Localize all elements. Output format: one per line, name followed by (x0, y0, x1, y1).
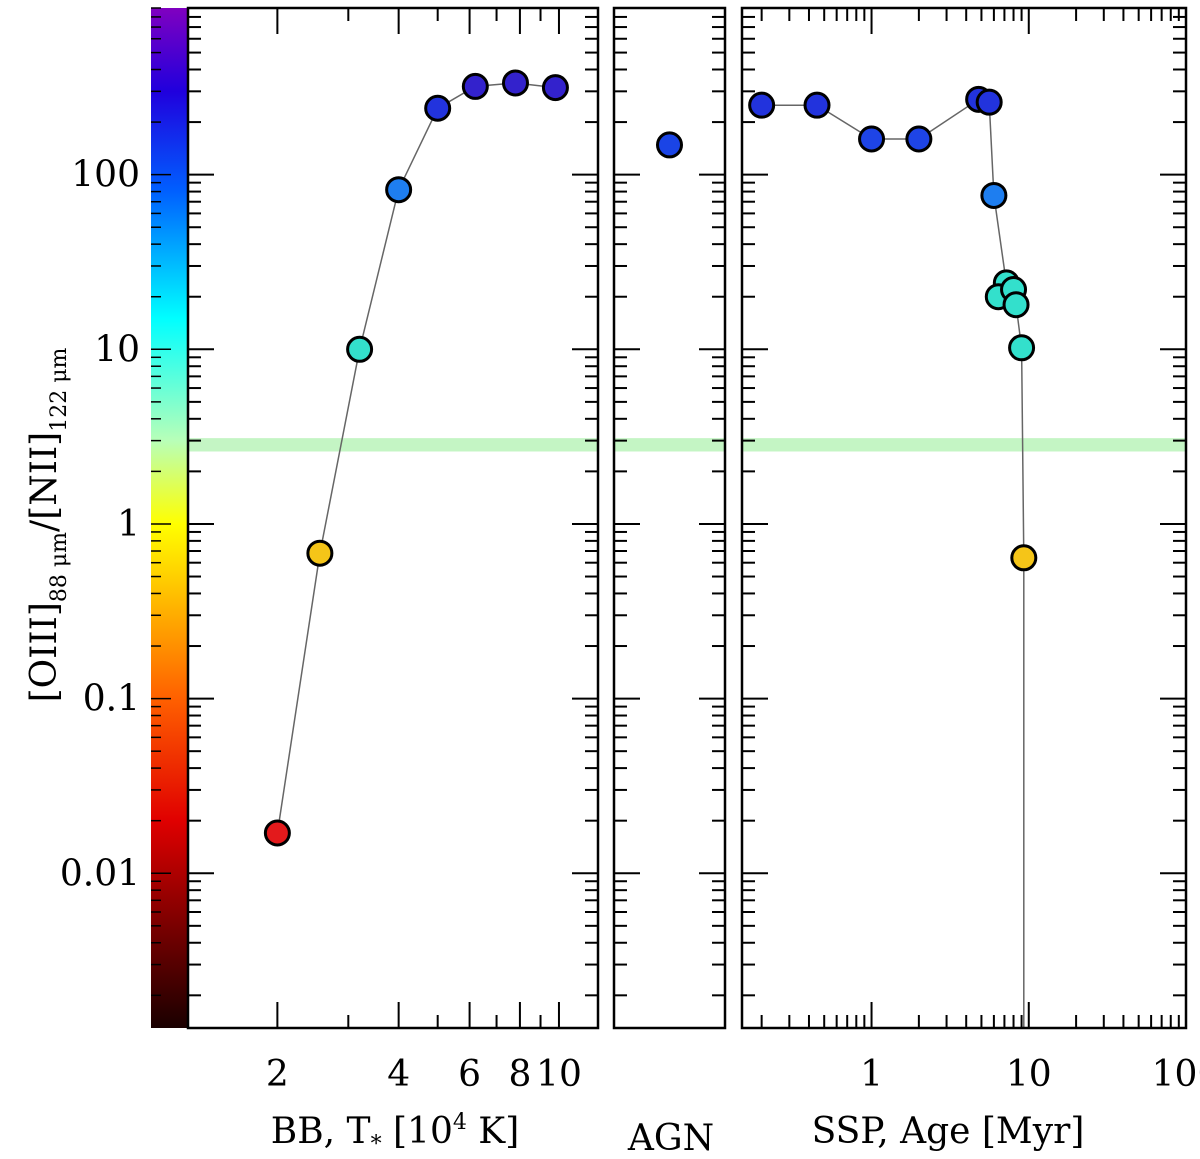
reference-band-ssp (743, 438, 1185, 452)
data-point (656, 131, 683, 159)
ticks-bb-panel (151, 7, 598, 1028)
y-axis-label: [OIII]88 μm/[NII]122 μm (24, 347, 72, 702)
y-tick-label: 1 (117, 504, 140, 545)
ticks-agn-panel (614, 7, 725, 997)
y-tick-label: 10 (94, 329, 140, 370)
x-tick-label: 6 (458, 1054, 481, 1095)
y-tick-label: 0.1 (83, 679, 140, 720)
x-tick-label: 4 (387, 1054, 410, 1095)
reference-band-agn (615, 438, 724, 452)
data-point (461, 72, 489, 100)
reference-band-bb (189, 438, 597, 452)
ssp-series-line (761, 98, 1025, 1028)
data-point (1008, 334, 1036, 362)
data-point (975, 88, 1003, 116)
data-point (905, 125, 933, 153)
agn-panel-frame (612, 6, 727, 1030)
ssp-x-tick-labels: 1 10 100 (860, 1054, 1200, 1095)
data-point (541, 74, 569, 102)
bb-x-axis-label: BB, T* [104 K] (271, 1110, 520, 1157)
x-tick-label: 2 (266, 1054, 289, 1095)
y-tick-label: 0.01 (60, 853, 140, 894)
data-point (306, 539, 334, 567)
y-tick-labels: 0.01 0.1 1 10 100 (60, 155, 140, 895)
agn-x-axis-label: AGN (627, 1118, 714, 1159)
bb-panel-frame (186, 6, 600, 1030)
x-tick-label: 10 (1006, 1054, 1052, 1095)
agn-points (656, 131, 683, 159)
ticks-ssp-panel (742, 7, 1187, 1028)
x-tick-label: 8 (508, 1054, 531, 1095)
ssp-points (748, 85, 1038, 572)
x-tick-label: 10 (536, 1054, 582, 1095)
bb-points (263, 69, 569, 847)
data-point (385, 176, 413, 204)
data-point (1002, 291, 1030, 319)
data-point (1010, 544, 1038, 572)
x-tick-label: 1 (860, 1054, 883, 1095)
colorbar (151, 8, 188, 1028)
bb-series-line (276, 82, 556, 834)
data-point (803, 91, 831, 119)
ssp-x-axis-label: SSP, Age [Myr] (812, 1111, 1085, 1152)
data-point (424, 94, 452, 122)
data-point (346, 335, 374, 363)
bb-x-tick-labels: 2 4 6 8 10 (266, 1054, 582, 1095)
data-point (980, 181, 1008, 209)
data-point (858, 125, 886, 153)
y-tick-label: 100 (71, 155, 140, 196)
data-point (263, 819, 291, 847)
ssp-panel-frame (740, 6, 1188, 1030)
data-point (501, 69, 529, 97)
x-tick-label: 100 (1152, 1054, 1200, 1095)
data-point (748, 91, 776, 119)
